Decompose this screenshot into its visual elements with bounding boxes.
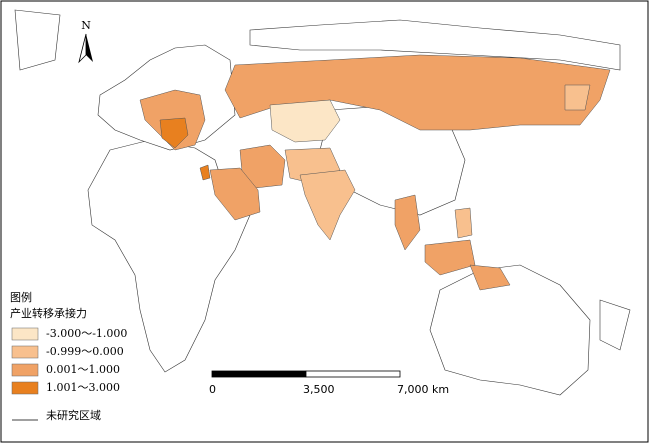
legend-label: 1.001～3.000 [46, 381, 120, 394]
legend: 图例 产业转移承接力 未研究区域 -3.000～-1.000 -0.999～0.0… [10, 290, 127, 422]
region [469, 264, 511, 291]
legend-swatch [11, 327, 39, 341]
legend-title: 图例 [10, 290, 32, 304]
region [209, 167, 261, 221]
legend-label: 0.001～1.000 [46, 363, 120, 376]
region [424, 239, 476, 276]
region [299, 169, 356, 241]
scale-label: 7,000 km [397, 383, 449, 396]
region [224, 54, 611, 131]
scale-bar: 0 3,500 7,000 km [209, 370, 449, 396]
region [199, 164, 211, 181]
regions [139, 54, 611, 291]
north-arrow: N [78, 19, 93, 64]
region [564, 84, 591, 111]
basemap [14, 9, 631, 396]
legend-subtitle: 产业转移承接力 [10, 306, 87, 320]
region [269, 99, 341, 143]
scale-label: 3,500 [303, 383, 335, 396]
scale-segment [305, 370, 401, 378]
scale-label: 0 [209, 383, 216, 396]
legend-swatch [11, 345, 39, 359]
legend-swatch [11, 363, 39, 377]
legend-label: -0.999～0.000 [46, 345, 124, 358]
scale-segment [211, 370, 307, 378]
legend-swatch [11, 381, 39, 395]
legend-label: 未研究区域 [46, 408, 101, 422]
region [454, 207, 473, 239]
legend-label: -3.000～-1.000 [46, 327, 127, 340]
north-label: N [81, 19, 91, 32]
region [394, 194, 421, 251]
region [159, 117, 189, 149]
